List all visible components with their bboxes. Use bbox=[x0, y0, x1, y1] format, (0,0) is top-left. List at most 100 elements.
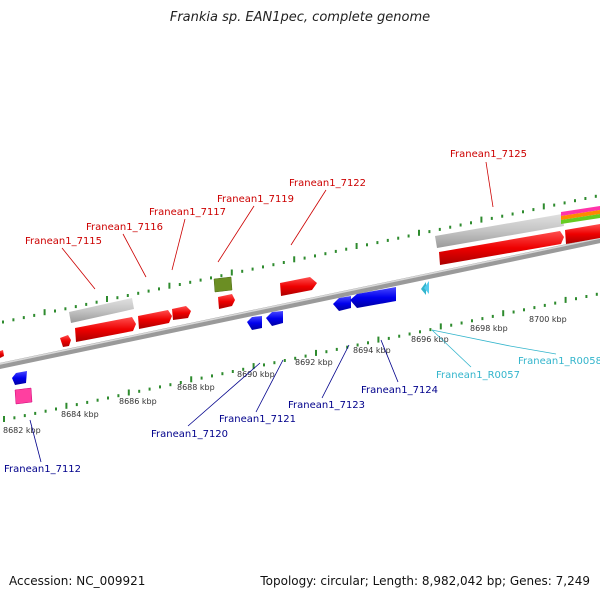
gene-arrow bbox=[75, 317, 136, 342]
gene-label[interactable]: Franean1_7117 bbox=[149, 207, 226, 218]
accession-text: Accession: NC_009921 bbox=[9, 574, 146, 588]
gene-arrow bbox=[280, 277, 317, 296]
minor-tick bbox=[575, 297, 577, 301]
minor-tick bbox=[459, 223, 462, 227]
minor-tick bbox=[231, 370, 234, 373]
minor-tick bbox=[387, 336, 390, 340]
major-tick bbox=[65, 402, 68, 409]
minor-tick bbox=[490, 216, 493, 220]
minor-tick bbox=[407, 234, 410, 238]
minor-tick bbox=[107, 396, 109, 400]
minor-tick bbox=[75, 403, 78, 407]
minor-tick bbox=[158, 287, 160, 291]
gene-arrow bbox=[12, 371, 27, 385]
minor-tick bbox=[179, 381, 182, 384]
scale-label: 8696 kbp bbox=[411, 335, 449, 344]
minor-tick bbox=[200, 376, 203, 380]
major-tick bbox=[502, 310, 505, 317]
minor-tick bbox=[481, 317, 484, 321]
topology-text: Topology: circular; Length: 8,982,042 bp… bbox=[260, 574, 590, 588]
rna-marker bbox=[421, 282, 426, 295]
gene-label[interactable]: Franean1_7119 bbox=[217, 194, 294, 205]
minor-tick bbox=[334, 249, 337, 253]
minor-tick bbox=[532, 208, 535, 212]
rna-marker bbox=[424, 281, 429, 294]
minor-tick bbox=[294, 356, 297, 360]
minor-tick bbox=[283, 359, 286, 362]
minor-tick bbox=[553, 203, 556, 207]
minor-tick bbox=[23, 414, 26, 418]
scale-label: 8690 kbp bbox=[237, 370, 275, 379]
minor-tick bbox=[324, 252, 327, 256]
gene-label[interactable]: Franean1_7125 bbox=[450, 149, 527, 160]
minor-tick bbox=[169, 383, 172, 387]
gene-arrow bbox=[218, 294, 235, 309]
minor-tick bbox=[325, 350, 328, 354]
minor-tick bbox=[33, 313, 36, 317]
gene-label[interactable]: Franean1_7120 bbox=[151, 429, 228, 440]
gene-arrow bbox=[247, 316, 262, 330]
gene-arrow bbox=[138, 310, 172, 329]
minor-tick bbox=[211, 374, 213, 378]
upper-gene-labels: Franean1_7115 Franean1_7116 Franean1_711… bbox=[25, 149, 527, 247]
minor-tick bbox=[117, 394, 120, 398]
minor-tick bbox=[303, 256, 306, 260]
minor-tick bbox=[86, 400, 89, 404]
minor-tick bbox=[137, 291, 140, 295]
rna-gene-labels: Franean1_R0057 Franean1_R0058 bbox=[436, 356, 600, 381]
gene-label[interactable]: Franean1_7116 bbox=[86, 222, 163, 233]
gene-label[interactable]: Franean1_R0058 bbox=[518, 356, 600, 367]
minor-tick bbox=[429, 328, 432, 332]
gene-label[interactable]: Franean1_7112 bbox=[4, 464, 81, 475]
minor-tick bbox=[398, 334, 401, 338]
upper-tick-track bbox=[2, 194, 597, 324]
gene-label[interactable]: Franean1_7123 bbox=[288, 400, 365, 411]
feature-box bbox=[213, 276, 233, 293]
minor-tick bbox=[574, 199, 576, 203]
major-tick bbox=[439, 323, 442, 330]
lower-tick-track bbox=[3, 292, 598, 422]
scale-labels: 8682 kbp 8684 kbp 8686 kbp 8688 kbp 8690… bbox=[3, 315, 567, 435]
minor-tick bbox=[449, 225, 452, 229]
minor-tick bbox=[242, 367, 245, 371]
minor-tick bbox=[397, 236, 400, 240]
minor-tick bbox=[522, 210, 524, 214]
minor-tick bbox=[55, 407, 57, 411]
minor-tick bbox=[304, 354, 307, 358]
minor-tick bbox=[470, 221, 472, 225]
minor-tick bbox=[523, 308, 525, 312]
minor-tick bbox=[22, 316, 25, 320]
gene-label[interactable]: Franean1_7121 bbox=[219, 414, 296, 425]
scale-label: 8700 kbp bbox=[529, 315, 567, 324]
minor-tick bbox=[13, 416, 16, 420]
minor-tick bbox=[273, 361, 276, 365]
minor-tick bbox=[126, 294, 129, 297]
gene-label[interactable]: Franean1_7115 bbox=[25, 236, 102, 247]
rna-label-leaders bbox=[431, 329, 557, 368]
minor-tick bbox=[408, 332, 411, 336]
minor-tick bbox=[438, 227, 441, 231]
minor-tick bbox=[2, 320, 4, 324]
minor-tick bbox=[428, 230, 431, 234]
upper-label-leaders bbox=[61, 161, 494, 290]
minor-tick bbox=[220, 274, 223, 278]
major-tick bbox=[315, 349, 317, 356]
minor-tick bbox=[512, 310, 515, 314]
minor-tick bbox=[262, 265, 264, 269]
gene-label[interactable]: Franean1_R0057 bbox=[436, 370, 520, 381]
minor-tick bbox=[241, 269, 244, 273]
minor-tick bbox=[595, 292, 598, 296]
minor-tick bbox=[419, 330, 421, 334]
major-tick bbox=[252, 363, 255, 370]
minor-tick bbox=[159, 385, 161, 389]
minor-tick bbox=[366, 243, 368, 247]
gene-label[interactable]: Franean1_7124 bbox=[361, 385, 438, 396]
minor-tick bbox=[189, 280, 192, 284]
reverse-strand-features bbox=[12, 281, 429, 405]
gene-label[interactable]: Franean1_7122 bbox=[289, 178, 366, 189]
minor-tick bbox=[386, 238, 389, 242]
minor-tick bbox=[34, 411, 37, 415]
minor-tick bbox=[64, 307, 67, 311]
minor-tick bbox=[501, 214, 504, 218]
